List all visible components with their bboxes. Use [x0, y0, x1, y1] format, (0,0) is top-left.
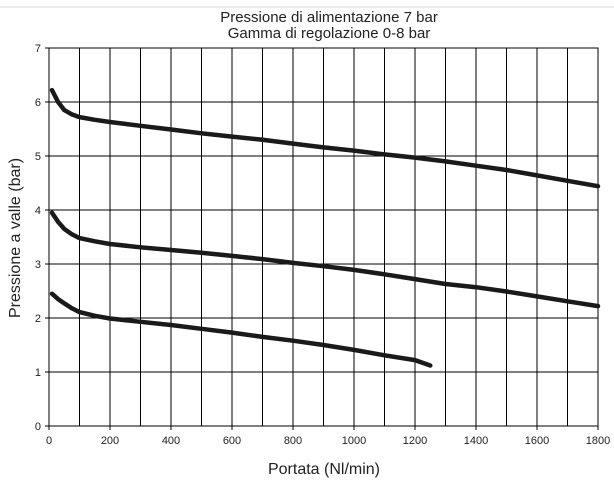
series-lines — [49, 87, 601, 368]
chart-title: Pressione di alimentazione 7 bar — [220, 9, 438, 26]
x-tick-label: 1800 — [586, 435, 610, 447]
x-tick-label: 1600 — [525, 435, 549, 447]
x-tick-label: 800 — [284, 435, 302, 447]
axis-ticks: 0 200 400 600 800 1000 1200 1400 1600 1800 0 1 2 3 4 5 6… — [35, 43, 610, 447]
series-line-1 — [49, 87, 601, 189]
x-axis-label: Portata (Nl/min) — [268, 461, 380, 478]
grid — [49, 48, 598, 426]
chart-subtitle: Gamma di regolazione 0-8 bar — [228, 25, 431, 42]
x-tick-label: 1000 — [342, 435, 366, 447]
x-tick-label: 1200 — [403, 435, 427, 447]
x-tick-label: 1400 — [464, 435, 488, 447]
plot-area-border — [48, 47, 599, 427]
series-line-2 — [49, 210, 601, 309]
series-line-3 — [49, 291, 433, 368]
y-tick-label: 0 — [35, 421, 41, 433]
x-tick-label: 400 — [162, 435, 180, 447]
y-tick-label: 7 — [35, 43, 41, 55]
y-tick-label: 5 — [35, 151, 41, 163]
x-tick-label: 600 — [223, 435, 241, 447]
y-tick-label: 6 — [35, 97, 41, 109]
y-tick-label: 2 — [35, 313, 41, 325]
y-tick-label: 3 — [35, 259, 41, 271]
x-tick-label: 200 — [101, 435, 119, 447]
y-tick-label: 1 — [35, 367, 41, 379]
x-tick-label: 0 — [46, 435, 52, 447]
y-tick-label: 4 — [35, 205, 41, 217]
y-axis-label: Pressione a valle (bar) — [7, 158, 24, 318]
